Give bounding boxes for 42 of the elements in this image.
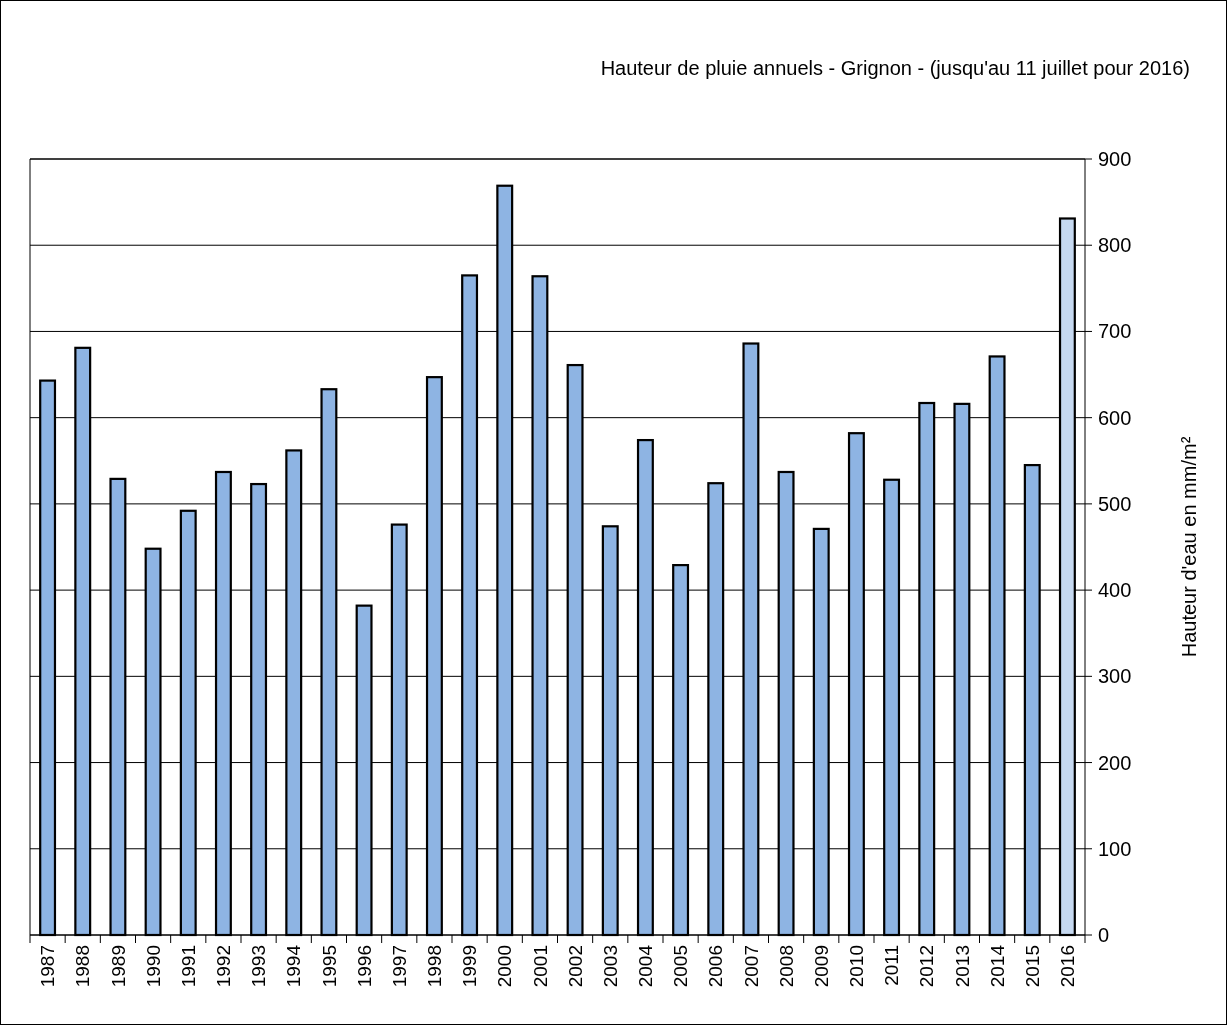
x-tick-label: 2000 [494, 945, 516, 988]
x-tick-label: 2006 [705, 945, 727, 988]
y-axis-title: Hauteur d'eau en mm/m² [1178, 436, 1200, 658]
y-tick-label: 600 [1098, 406, 1132, 429]
y-tick-label: 400 [1098, 579, 1132, 602]
y-tick-label: 500 [1098, 492, 1132, 515]
x-tick-label: 2003 [599, 945, 621, 988]
x-tick-label: 2002 [564, 945, 586, 988]
chart-title: Hauteur de pluie annuels - Grignon - (jusqu'au 11 juillet pour 2016) [600, 57, 1190, 79]
y-tick-label: 200 [1098, 751, 1132, 774]
x-tick-label: 2014 [986, 944, 1008, 988]
x-tick-label: 2013 [951, 945, 973, 988]
y-tick-label: 700 [1098, 320, 1132, 343]
x-tick-label: 2012 [916, 945, 938, 988]
x-tick-label: 1987 [37, 945, 59, 988]
x-tick-label: 1993 [248, 945, 270, 988]
x-tick-label: 1992 [213, 945, 235, 988]
x-tick-label: 1999 [459, 945, 481, 988]
y-tick-label: 0 [1098, 924, 1110, 946]
x-tick-label: 2009 [810, 945, 832, 988]
x-tick-label: 1989 [107, 945, 129, 988]
y-tick-label: 900 [1098, 148, 1132, 170]
x-tick-label: 1996 [353, 945, 375, 988]
x-tick-label: 2011 [881, 945, 903, 986]
x-tick-label: 1991 [177, 945, 199, 988]
x-tick-label: 1990 [142, 945, 164, 988]
x-tick-label: 2001 [529, 945, 551, 988]
x-tick-label: 2015 [1021, 945, 1043, 988]
x-tick-label: 2007 [740, 945, 762, 988]
y-tick-label: 800 [1098, 234, 1132, 257]
y-tick-label: 100 [1098, 837, 1132, 860]
x-tick-label: 1995 [318, 945, 340, 988]
x-tick-label: 2005 [670, 945, 692, 988]
y-tick-label: 300 [1098, 665, 1132, 688]
x-tick-label: 2008 [775, 945, 797, 988]
x-tick-label: 2004 [635, 944, 657, 988]
x-tick-label: 2010 [846, 945, 868, 988]
x-tick-label: 1994 [283, 944, 305, 988]
x-tick-label: 2016 [1057, 945, 1079, 988]
x-tick-label: 1998 [424, 945, 446, 988]
x-tick-label: 1988 [72, 945, 94, 988]
x-tick-label: 1997 [388, 945, 410, 988]
